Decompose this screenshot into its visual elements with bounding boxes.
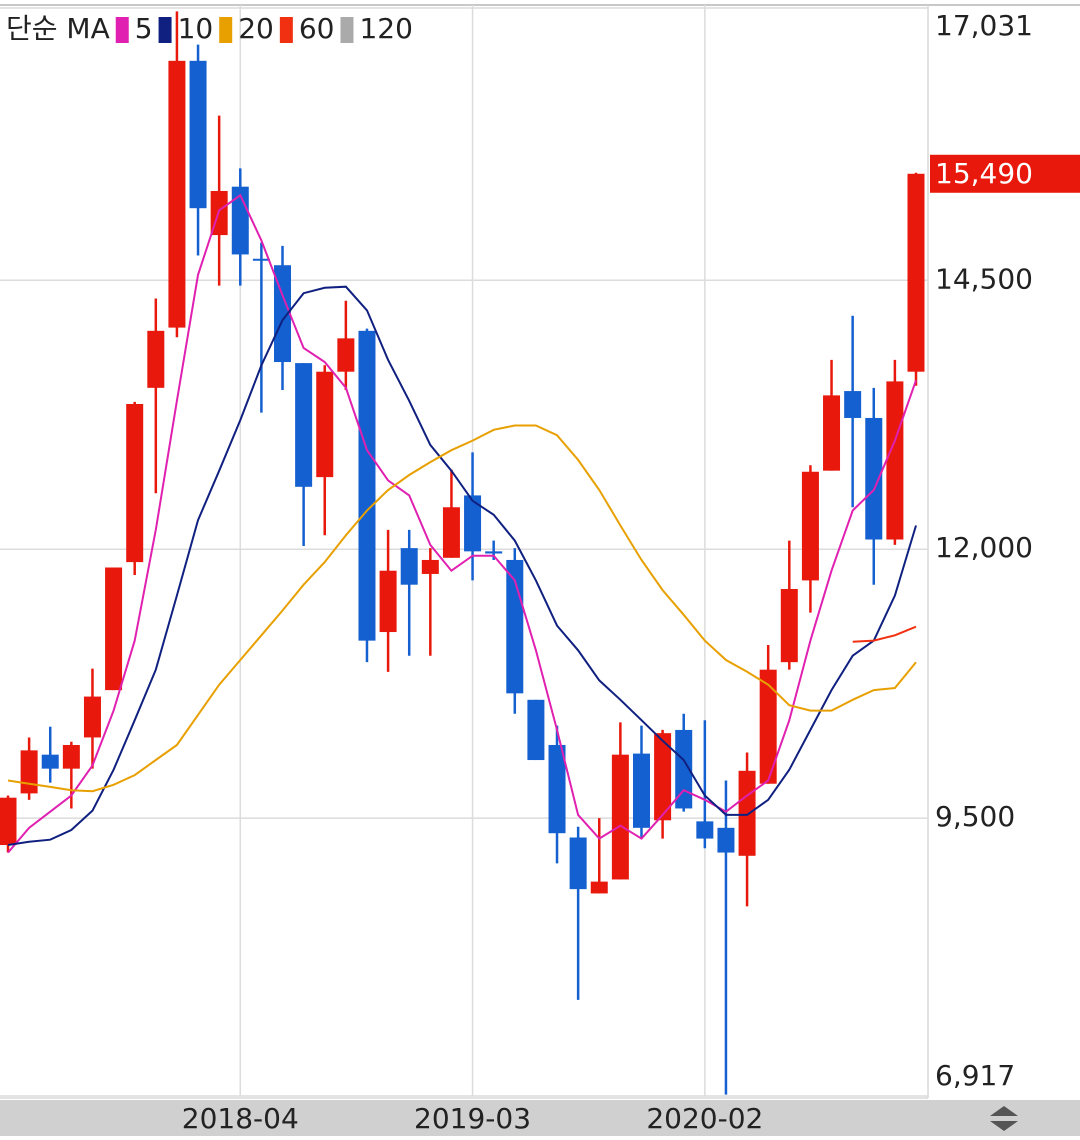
- candle-body: [126, 403, 144, 563]
- candle-body: [442, 507, 460, 558]
- candle-body: [83, 696, 101, 738]
- x-tick-label: 2018-04: [182, 1102, 299, 1135]
- legend-swatch: [219, 17, 233, 43]
- last-price-tag: [930, 154, 1080, 193]
- candle-body: [717, 827, 735, 853]
- ma-line: [7, 285, 917, 846]
- legend-swatch: [115, 17, 129, 43]
- candle-body: [358, 330, 376, 641]
- candle-body: [844, 391, 862, 418]
- y-tick-label: 9,500: [935, 800, 1015, 833]
- legend-label: 5: [135, 12, 153, 45]
- ma-line: [7, 193, 917, 854]
- scroll-down[interactable]: [990, 1121, 1018, 1131]
- scroll-up[interactable]: [990, 1106, 1018, 1116]
- ma-line: [7, 424, 917, 793]
- candle-body: [274, 265, 292, 363]
- legend-swatch: [340, 17, 354, 43]
- candle-body: [464, 495, 482, 552]
- candle-body: [590, 881, 608, 894]
- candles: [0, 11, 925, 1095]
- legend-label: 120: [359, 12, 412, 45]
- candle-body: [780, 589, 798, 663]
- y-tick-label: 6,917: [935, 1059, 1015, 1092]
- x-tick-label: 2020-02: [646, 1102, 763, 1135]
- candle-body: [0, 797, 17, 846]
- candle-body: [675, 729, 693, 809]
- candle-body: [168, 60, 186, 328]
- legend-swatch: [279, 17, 293, 43]
- candle-body: [20, 750, 38, 794]
- grid: [0, 5, 928, 1097]
- candle-body: [337, 338, 355, 372]
- top-edge: [0, 0, 1080, 5]
- legend-label: 10: [178, 12, 214, 45]
- legend-label: 60: [299, 12, 335, 45]
- candle-body: [400, 548, 418, 585]
- y-tick-label: 12,000: [935, 531, 1033, 564]
- candle-body: [801, 471, 819, 581]
- candle-body: [379, 570, 397, 633]
- candle-body: [252, 258, 270, 261]
- candle-body: [316, 371, 334, 478]
- legend-title: 단순 MA: [6, 12, 110, 45]
- legend-swatch: [158, 17, 172, 43]
- candle-body: [632, 753, 650, 828]
- legend-label: 20: [238, 12, 274, 45]
- x-tick-label: 2019-03: [414, 1102, 531, 1135]
- candle-body: [654, 733, 672, 821]
- candle-body: [62, 744, 80, 769]
- candle-body: [569, 837, 587, 890]
- ma-line: [852, 625, 917, 643]
- y-tick-label: 14,500: [935, 262, 1033, 295]
- candle-body: [823, 395, 841, 471]
- candle-body: [611, 754, 629, 880]
- candle-body: [147, 330, 165, 388]
- x-axis-band: [0, 1100, 1080, 1136]
- candle-body: [907, 173, 925, 372]
- y-tick-label: 17,031: [935, 9, 1033, 42]
- candle-body: [189, 60, 207, 209]
- scroll-icon[interactable]: [990, 1106, 1018, 1131]
- candle-body: [886, 381, 904, 540]
- candle-body: [105, 567, 123, 691]
- candle-body: [865, 417, 883, 540]
- candle-body: [41, 754, 59, 769]
- candle-body: [295, 363, 313, 487]
- candle-body: [421, 559, 439, 574]
- candle-body: [548, 744, 566, 834]
- legend: 단순 MA 5 10 20 60 120: [6, 12, 413, 45]
- last-price-label: 15,490: [935, 157, 1033, 190]
- candle-body: [696, 821, 714, 839]
- candle-body: [485, 551, 503, 554]
- candle-body: [527, 699, 545, 761]
- candle-body: [738, 770, 756, 856]
- candle-body: [759, 669, 777, 784]
